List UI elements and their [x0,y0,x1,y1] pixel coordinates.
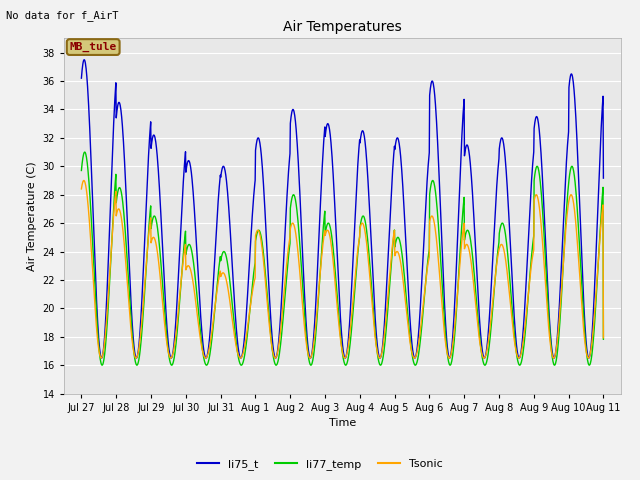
li75_t [81,57,88,62]
li75_t [194,266,202,272]
Title: Air Temperatures: Air Temperatures [283,21,402,35]
li75_t [492,195,500,201]
X-axis label: Time: Time [329,418,356,428]
li77_temp [81,149,88,155]
Tsonic [600,335,607,341]
Tsonic [424,264,431,270]
Tsonic [492,266,500,272]
li77_temp [182,228,189,234]
Tsonic [194,316,202,322]
li75_t [424,173,431,179]
Tsonic [80,178,88,183]
li77_temp [538,201,546,207]
Line: li75_t: li75_t [81,60,604,358]
li75_t [445,355,453,361]
Tsonic [181,243,189,249]
li77_temp [424,258,431,264]
li77_temp [253,232,260,238]
li77_temp [77,168,85,173]
Line: li77_temp: li77_temp [81,152,604,365]
Tsonic [445,355,453,361]
Tsonic [252,230,260,236]
li75_t [252,142,260,147]
li77_temp [133,362,141,368]
li75_t [538,168,546,174]
li77_temp [492,266,500,272]
li75_t [77,75,85,81]
li75_t [600,175,607,181]
Y-axis label: Air Temperature (C): Air Temperature (C) [27,161,37,271]
Tsonic [538,233,546,239]
li77_temp [600,336,607,342]
Text: No data for f_AirT: No data for f_AirT [6,10,119,21]
Line: Tsonic: Tsonic [81,180,604,358]
Legend: li75_t, li77_temp, Tsonic: li75_t, li77_temp, Tsonic [193,455,447,474]
Text: MB_tule: MB_tule [70,42,117,52]
li77_temp [195,306,202,312]
Tsonic [77,186,85,192]
li75_t [181,153,189,159]
